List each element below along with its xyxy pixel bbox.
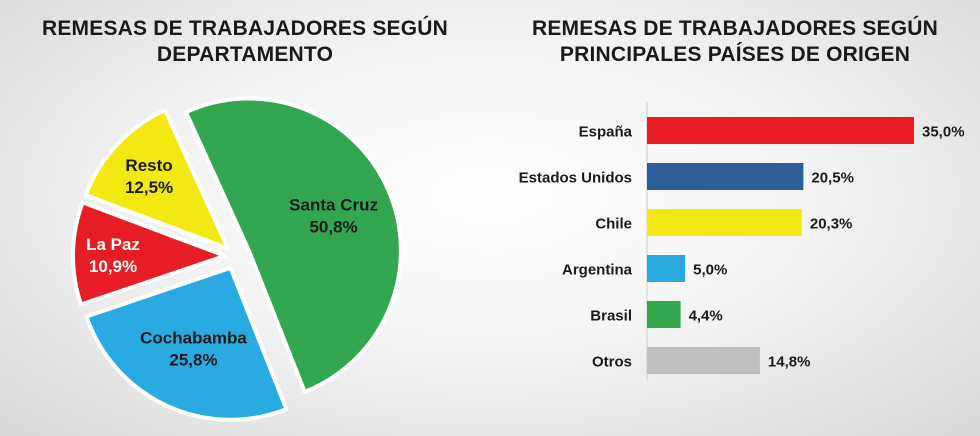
pie-slice-value-cochabamba: 25,8%: [169, 351, 217, 370]
bar-row-espana: España 35,0%: [579, 117, 965, 144]
bar-row-otros: Otros 14,8%: [592, 347, 810, 374]
pie-chart: Santa Cruz 50,8% Cochabamba 25,8% La Paz 10,9…: [71, 96, 403, 422]
bar-value-label-estados-unidos: 20,5%: [811, 170, 854, 187]
bar-row-brasil: Brasil 4,4%: [590, 301, 723, 328]
bar-row-estados-unidos: Estados Unidos 20,5%: [519, 163, 854, 190]
pie-chart-title-line-1: REMESAS DE TRABAJADORES SEGÚN: [41, 17, 449, 40]
bar-category-label-argentina: Argentina: [562, 262, 633, 279]
bar-chart-title-line-1: REMESAS DE TRABAJADORES SEGÚN: [531, 17, 939, 40]
bar-category-label-espana: España: [579, 124, 633, 141]
bar-row-argentina: Argentina 5,0%: [562, 255, 727, 282]
bar-value-label-espana: 35,0%: [922, 124, 965, 141]
pie-slice-santa-cruz: [183, 96, 403, 394]
bar-category-label-brasil: Brasil: [590, 308, 632, 325]
pie-chart-title-line-2: DEPARTAMENTO: [156, 43, 334, 66]
pie-slice-cochabamba: [84, 265, 289, 422]
pie-slice-label-resto: Resto: [125, 156, 172, 175]
bar-chart: España 35,0% Estados Unidos 20,5% Chile 20,3%…: [519, 102, 965, 380]
pie-slice-group-cochabamba: Cochabamba 25,8%: [84, 265, 289, 422]
bar-value-label-chile: 20,3%: [810, 216, 853, 233]
pie-slice-group-la-paz: La Paz 10,9%: [71, 200, 228, 307]
pie-slice-label-santa-cruz: Santa Cruz: [289, 196, 378, 215]
bar-category-label-otros: Otros: [592, 354, 632, 371]
pie-slice-resto: [83, 108, 230, 251]
bar-estados-unidos: [647, 163, 804, 190]
pie-slice-group-resto: Resto 12,5%: [83, 108, 230, 251]
bar-espana: [647, 117, 914, 144]
bar-argentina: [647, 255, 686, 282]
bar-brasil: [647, 301, 681, 328]
bar-category-label-estados-unidos: Estados Unidos: [519, 170, 632, 187]
pie-slice-group-santa-cruz: Santa Cruz 50,8%: [183, 96, 403, 394]
bar-chart-title: REMESAS DE TRABAJADORES SEGÚN PRINCIPALE…: [495, 16, 975, 68]
bar-row-chile: Chile 20,3%: [595, 209, 852, 236]
pie-slice-value-resto: 12,5%: [125, 178, 173, 197]
bar-value-label-brasil: 4,4%: [689, 308, 723, 325]
bar-category-label-chile: Chile: [595, 216, 632, 233]
bar-chart-title-line-2: PRINCIPALES PAÍSES DE ORIGEN: [559, 43, 911, 66]
pie-slice-value-santa-cruz: 50,8%: [309, 218, 357, 237]
pie-slice-label-la-paz: La Paz: [86, 235, 140, 254]
bar-chile: [647, 209, 802, 236]
bar-otros: [647, 347, 760, 374]
bar-value-label-argentina: 5,0%: [693, 262, 727, 279]
pie-chart-title: REMESAS DE TRABAJADORES SEGÚN DEPARTAMEN…: [10, 16, 480, 68]
bar-value-label-otros: 14,8%: [768, 354, 811, 371]
pie-slice-la-paz: [71, 200, 228, 307]
pie-slice-label-cochabamba: Cochabamba: [140, 329, 247, 348]
pie-slice-value-la-paz: 10,9%: [89, 257, 137, 276]
